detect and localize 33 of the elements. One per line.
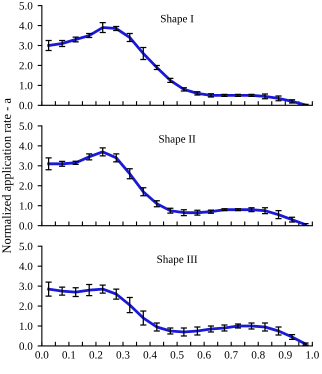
- y-tick-label: 0.0: [19, 342, 32, 350]
- y-tick-label: 1.0: [20, 322, 32, 330]
- text: Shape I: [161, 14, 194, 25]
- y-tick-label: 3.0: [19, 282, 32, 290]
- y-tick-label: 1.0: [20, 202, 32, 210]
- y-tick-label: 0.0: [19, 102, 32, 110]
- y-tick-label: 4.0: [19, 22, 32, 30]
- x-tick-label: 0.8: [252, 351, 265, 359]
- y-tick-label: 2.0: [19, 302, 32, 310]
- y-tick-label: 4.0: [19, 142, 32, 150]
- x-tick-label: 0.9: [278, 351, 292, 359]
- x-tick-label: 0.5: [170, 351, 184, 359]
- y-tick-label: 2.0: [19, 182, 32, 190]
- y-tick-label: 2.0: [19, 62, 32, 70]
- x-tick-label: 0.6: [198, 351, 211, 359]
- y-tick-label: 3.0: [19, 42, 32, 50]
- x-tick-label: 0.0: [35, 351, 48, 359]
- x-tick-label: 0.4: [144, 351, 157, 359]
- y-tick-label: 5.0: [20, 122, 32, 130]
- y-tick-label: 5.0: [20, 242, 32, 250]
- y-axis-title: Normalized application rate - a: [2, 98, 14, 254]
- x-tick-label: 0.2: [89, 351, 102, 359]
- y-tick-label: 3.0: [19, 162, 32, 170]
- y-tick-label: 5.0: [20, 2, 32, 10]
- y-tick-label: 1.0: [20, 82, 32, 90]
- x-tick-label: 0.7: [224, 351, 238, 359]
- y-tick-label: 4.0: [19, 262, 32, 270]
- y-tick-label: 0.0: [19, 222, 32, 230]
- x-tick-label: 0.3: [116, 351, 130, 359]
- x-tick-label: 1.0: [306, 351, 319, 359]
- x-tick-label: 0.1: [62, 351, 76, 359]
- text: Shape III: [157, 255, 198, 266]
- text: Shape II: [159, 134, 196, 145]
